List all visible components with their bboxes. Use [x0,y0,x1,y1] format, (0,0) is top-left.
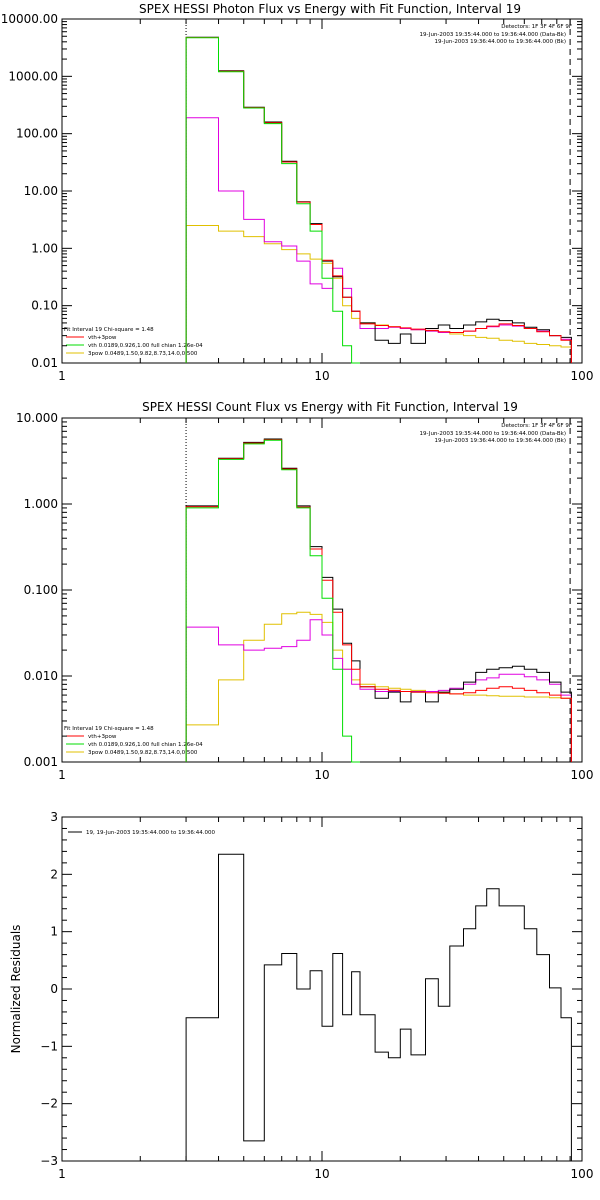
photon-flux-y-ticks: 0.01 0.10 1.00 10.00 100.00 1000.00 10000.00 [1,12,582,370]
residuals-x-ticks: 1 10 100 [58,817,593,1181]
photon-flux-header-data: 19-Jun-2003 19:35:44.000 to 19:36:44.000… [420,32,566,38]
photon-flux-x-ticks: 1 10 100 [58,19,593,383]
residuals-y-tick-label: 1 [50,925,58,939]
residuals-y-tick-label: 0 [50,982,58,996]
residuals-y-tick-label: −2 [40,1097,58,1111]
residuals-x-tick-label: 1 [58,1167,66,1181]
photon-flux-title: SPEX HESSI Photon Flux vs Energy with Fi… [139,2,521,16]
residuals-y-tick-label: 3 [50,810,58,824]
photon-flux-plot-frame [61,18,583,364]
residuals-y-ticks: 3 2 1 0 −1 −2 −3 [40,810,582,1168]
photon-flux-y-tick-label: 1000.00 [8,69,58,83]
residuals-panel: 19, 19-Jun-2003 19:35:44.000 to 19:36:44… [9,810,593,1181]
photon-flux-legend-total: vth+3pow [88,335,117,341]
residuals-x-tick-label: 10 [314,1167,329,1181]
count-flux-legend-title: Fit Interval 19 Chi-square = 1.48 [64,726,154,732]
count-flux-legend-vth: vth 0.0189,0.926,1.00 full chian 1.26e-0… [88,742,203,748]
residuals-legend-label: 19, 19-Jun-2003 19:35:44.000 to 19:36:44… [86,830,216,836]
count-flux-x-tick-label: 10 [314,768,329,782]
photon-flux-x-tick-label: 1 [58,369,66,383]
photon-flux-y-tick-label: 100.00 [16,127,58,141]
count-flux-y-tick-label: 10.000 [16,411,58,425]
count-flux-x-ticks: 1 10 100 [58,418,593,782]
photon-flux-x-tick-label: 10 [314,369,329,383]
photon-flux-legend-vth: vth 0.0189,0.926,1.00 full chian 1.26e-0… [88,343,203,349]
count-flux-panel: SPEX HESSI Count Flux vs Energy with Fit… [16,400,593,782]
count-flux-series-bk [185,619,572,762]
count-flux-x-tick-label: 1 [58,768,66,782]
photon-flux-legend-title: Fit Interval 19 Chi-square = 1.48 [64,327,154,333]
count-flux-y-tick-label: 0.001 [24,755,58,769]
residuals-y-tick-label: −1 [40,1039,58,1053]
count-flux-y-ticks: 0.001 0.010 0.100 1.000 10.000 [16,411,582,769]
count-flux-legend-pow: 3pow 0.0489,1.50,9.82,8.73,14.0,0.500 [88,750,198,756]
photon-flux-y-tick-label: 1.00 [31,241,58,255]
count-flux-header-bk: 19-Jun-2003 19:36:44.000 to 19:36:44.000… [434,438,566,444]
count-flux-title: SPEX HESSI Count Flux vs Energy with Fit… [142,400,518,414]
count-flux-y-tick-label: 0.100 [24,583,58,597]
photon-flux-series-3pow [185,225,572,363]
photon-flux-x-tick-label: 100 [571,369,594,383]
count-flux-x-tick-label: 100 [571,768,594,782]
photon-flux-legend-pow: 3pow 0.0489,1.50,9.82,8.73,14.0,0.500 [88,351,198,357]
residuals-series-19-19-jun-2003-19-35-44-000-to-19-36-44-000 [185,853,572,1161]
count-flux-header-detectors: Detectors: 1F 3F 4F 6F 9F [501,423,572,429]
residuals-y-tick-label: 2 [50,867,58,881]
photon-flux-y-tick-label: 10.00 [24,184,58,198]
photon-flux-series-vth-3pow [185,37,572,363]
count-flux-y-tick-label: 0.010 [24,669,58,683]
residuals-y-tick-label: −3 [40,1154,58,1168]
count-flux-series-data-bk [185,438,572,762]
photon-flux-series-data-bk [185,36,572,363]
photon-flux-header-bk: 19-Jun-2003 19:36:44.000 to 19:36:44.000… [434,39,566,45]
photon-flux-header-detectors: Detectors: 1F 3F 4F 6F 9F [501,24,572,30]
count-flux-series-3pow [185,611,572,762]
residuals-x-tick-label: 100 [571,1167,594,1181]
photon-flux-y-tick-label: 10000.00 [1,12,58,26]
photon-flux-series-bk [185,117,572,363]
photon-flux-y-tick-label: 0.10 [31,299,58,313]
count-flux-series-vth [185,439,360,763]
photon-flux-y-tick-label: 0.01 [31,356,58,370]
count-flux-series-vth-3pow [185,439,572,762]
count-flux-legend-total: vth+3pow [88,734,117,740]
photon-flux-series-vth [185,37,360,364]
count-flux-y-tick-label: 1.000 [24,497,58,511]
photon-flux-panel: SPEX HESSI Photon Flux vs Energy with Fi… [1,2,594,383]
count-flux-header-data: 19-Jun-2003 19:35:44.000 to 19:36:44.000… [420,431,566,437]
residuals-y-axis-label: Normalized Residuals [9,925,23,1054]
